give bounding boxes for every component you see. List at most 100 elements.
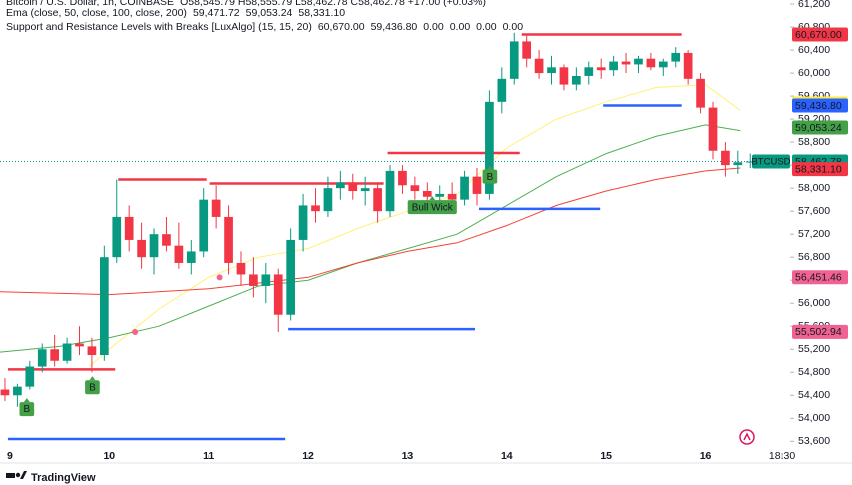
candle-body	[323, 188, 333, 212]
y-tick-label: 57,600	[798, 205, 830, 217]
price-tag	[792, 120, 848, 135]
logo-slash	[20, 471, 27, 479]
candle-body	[745, 161, 755, 163]
candle-body	[472, 176, 482, 194]
brand-name: TradingView	[31, 472, 96, 484]
price-tag-label: 60,670.00	[795, 29, 842, 41]
logo-bar	[6, 473, 15, 478]
y-tick-label: 60,400	[798, 44, 830, 56]
y-tick-label: 61,200	[798, 0, 830, 10]
candle-body	[50, 349, 60, 361]
price-tag-label: 58,331.10	[795, 163, 842, 175]
ema-line	[0, 167, 741, 296]
legend-text: 0.00	[423, 21, 444, 33]
legend-text: 59,053.24	[246, 7, 293, 19]
badge: B	[85, 376, 100, 395]
candle-body	[497, 78, 507, 102]
badge-box	[482, 169, 498, 184]
badge-label: B	[89, 382, 96, 393]
candle-body	[584, 67, 594, 76]
x-tick-label: 15	[600, 450, 612, 462]
x-tick-label: 10	[103, 450, 115, 462]
y-tick-label: 56,000	[798, 297, 830, 309]
price-tag	[792, 270, 848, 285]
candle-body	[186, 251, 196, 263]
brand-logo	[6, 471, 27, 479]
candle-body	[174, 245, 184, 263]
candle-body	[273, 274, 283, 315]
plot-area: B B B Bull Wick	[0, 32, 790, 441]
price-tag	[792, 27, 848, 42]
candle-body	[62, 343, 72, 361]
candle-body	[224, 216, 233, 263]
candle-body	[621, 61, 631, 65]
y-tick-label: 55,200	[798, 343, 830, 355]
candle-body	[547, 67, 556, 74]
price-tag-label: 59,436.80	[795, 100, 842, 112]
logo-circle	[739, 429, 755, 445]
candle-body	[211, 199, 221, 217]
legend-text: 60,670.00	[318, 21, 365, 33]
candle-body	[149, 234, 159, 258]
y-tick-label: 58,800	[798, 136, 830, 148]
badge-box	[407, 200, 457, 215]
plot-content: B B B Bull Wick	[0, 32, 790, 441]
price-tag-label: 59,053.24	[795, 122, 842, 134]
cross-dot	[132, 328, 139, 335]
candle-body	[721, 150, 730, 166]
badge-box	[85, 380, 100, 395]
ema-line	[89, 84, 741, 367]
x-tick-label: 14	[501, 450, 513, 462]
candle-body	[286, 239, 296, 315]
candle-body	[236, 262, 246, 275]
legend-text: 58,331.10	[298, 7, 345, 19]
legend-text: 59,436.80	[371, 21, 418, 33]
badge-pointer	[486, 165, 493, 170]
x-tick-label: 18:30	[769, 450, 795, 462]
badge-pointer	[23, 398, 30, 403]
candle-body	[199, 199, 209, 252]
candle-body	[534, 58, 544, 74]
candle-body	[87, 346, 97, 356]
candle-body	[13, 386, 22, 396]
symbol-label: BTCUSD	[751, 157, 790, 168]
candle-body	[348, 182, 358, 192]
candle-body	[708, 107, 718, 151]
logo-mark	[739, 429, 755, 445]
candle-body	[460, 176, 469, 200]
x-tick-label: 12	[302, 450, 314, 462]
badge: B	[19, 398, 35, 417]
candle-body	[609, 61, 618, 71]
candle-body	[596, 67, 606, 71]
price-tag-label: 55,502.94	[795, 326, 842, 338]
candle-body	[99, 257, 109, 356]
badge: B	[482, 165, 498, 184]
candle-body	[385, 170, 395, 212]
legend-text: Support and Resistance Levels with Break…	[6, 21, 312, 33]
candle-body	[162, 234, 171, 246]
candle-body	[124, 216, 134, 240]
candle-body	[398, 170, 407, 186]
x-tick-label: 13	[402, 450, 414, 462]
price-tag-label: 56,451.46	[795, 272, 842, 284]
candle-body	[485, 101, 494, 194]
candle-body	[696, 78, 705, 108]
candle-body	[435, 193, 445, 197]
badge-label: B	[23, 404, 30, 415]
price-tag	[792, 162, 848, 177]
legend-text: 0.00	[503, 21, 524, 33]
price-tag	[792, 324, 848, 339]
candle-body	[447, 193, 457, 200]
y-tick-label: 57,200	[798, 228, 830, 240]
badge-label: Bull Wick	[412, 202, 454, 213]
candle-body	[37, 349, 47, 367]
badge-box	[19, 402, 35, 417]
candle-body	[634, 58, 643, 65]
logo-dot	[15, 472, 21, 478]
candle-body	[509, 41, 519, 79]
legend-text: Bitcoin / U.S. Dollar, 1h, COINBASE	[6, 0, 174, 8]
symbol-tag	[752, 154, 790, 169]
candle-body	[298, 205, 308, 240]
candle-body	[311, 205, 320, 212]
